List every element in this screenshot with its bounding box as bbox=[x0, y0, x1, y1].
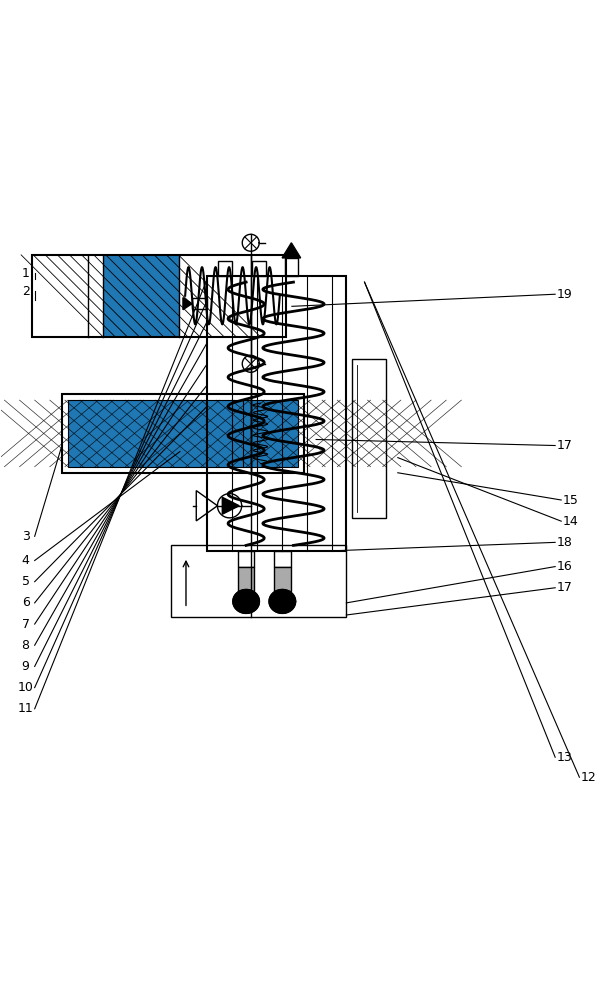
Text: 7: 7 bbox=[22, 618, 30, 631]
Bar bbox=[274, 567, 291, 591]
Bar bbox=[238, 551, 255, 567]
Text: 12: 12 bbox=[581, 771, 596, 784]
Bar bbox=[62, 394, 304, 473]
Text: 9: 9 bbox=[22, 660, 30, 673]
Polygon shape bbox=[233, 589, 260, 613]
Text: 17: 17 bbox=[556, 439, 572, 452]
Text: 17: 17 bbox=[556, 581, 572, 594]
Text: 18: 18 bbox=[556, 536, 572, 549]
Text: 13: 13 bbox=[556, 751, 572, 764]
Bar bbox=[353, 359, 385, 518]
Bar bbox=[207, 276, 347, 551]
Bar bbox=[32, 255, 286, 337]
Text: 10: 10 bbox=[18, 681, 33, 694]
Polygon shape bbox=[183, 298, 192, 310]
Text: 16: 16 bbox=[556, 560, 572, 573]
Text: 1: 1 bbox=[22, 267, 30, 280]
Text: 14: 14 bbox=[562, 515, 578, 528]
Bar bbox=[238, 567, 255, 591]
Bar bbox=[252, 261, 266, 276]
Text: 6: 6 bbox=[22, 596, 30, 609]
Bar bbox=[171, 545, 347, 617]
Text: 5: 5 bbox=[22, 575, 30, 588]
Text: 2: 2 bbox=[22, 285, 30, 298]
Bar bbox=[68, 400, 298, 467]
Text: 19: 19 bbox=[556, 288, 572, 301]
Text: 15: 15 bbox=[562, 493, 578, 506]
Bar bbox=[103, 255, 179, 337]
Text: 3: 3 bbox=[22, 530, 30, 543]
Text: 11: 11 bbox=[18, 702, 33, 715]
Text: 4: 4 bbox=[22, 554, 30, 567]
Polygon shape bbox=[269, 589, 295, 613]
Bar bbox=[218, 261, 232, 276]
Bar bbox=[274, 551, 291, 567]
Bar bbox=[68, 400, 298, 467]
Bar bbox=[192, 298, 207, 309]
Polygon shape bbox=[282, 243, 301, 258]
Bar bbox=[285, 258, 298, 276]
Text: 8: 8 bbox=[22, 639, 30, 652]
Polygon shape bbox=[223, 497, 239, 514]
